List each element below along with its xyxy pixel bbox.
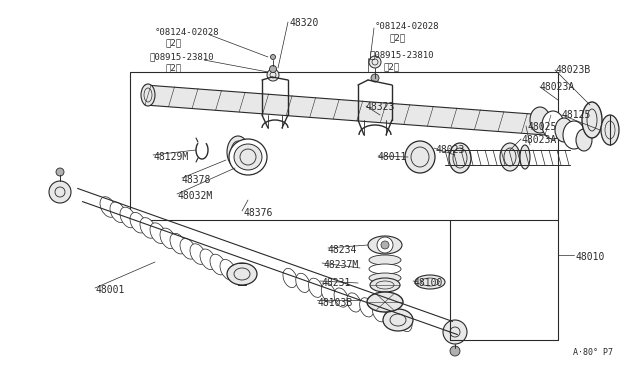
Text: 48129M: 48129M: [153, 152, 188, 162]
Circle shape: [450, 346, 460, 356]
Ellipse shape: [576, 129, 592, 151]
Ellipse shape: [170, 233, 186, 254]
Ellipse shape: [130, 212, 146, 233]
Circle shape: [443, 320, 467, 344]
Ellipse shape: [601, 115, 619, 145]
Ellipse shape: [360, 298, 374, 317]
Text: 48320: 48320: [290, 18, 319, 28]
Circle shape: [381, 241, 389, 249]
Ellipse shape: [227, 263, 257, 285]
Ellipse shape: [347, 293, 361, 312]
Circle shape: [371, 74, 379, 82]
Circle shape: [377, 237, 393, 253]
Text: 48125: 48125: [562, 110, 591, 120]
Text: （2）: （2）: [384, 62, 400, 71]
Ellipse shape: [150, 223, 166, 243]
Text: 48237M: 48237M: [323, 260, 358, 270]
Text: A·80° P7: A·80° P7: [573, 348, 613, 357]
Ellipse shape: [110, 202, 126, 222]
Text: 48376: 48376: [243, 208, 273, 218]
Circle shape: [267, 69, 279, 81]
Ellipse shape: [368, 236, 402, 254]
Ellipse shape: [383, 309, 413, 331]
Ellipse shape: [369, 264, 401, 274]
Text: 48103B: 48103B: [318, 298, 353, 308]
Text: 48010: 48010: [575, 252, 604, 262]
Ellipse shape: [283, 268, 297, 288]
Text: °08124-02028: °08124-02028: [375, 22, 440, 31]
Ellipse shape: [520, 145, 530, 169]
Text: 48023B: 48023B: [555, 65, 590, 75]
Ellipse shape: [100, 197, 116, 217]
Ellipse shape: [220, 259, 236, 280]
Text: 48032M: 48032M: [178, 191, 213, 201]
Text: 48023A: 48023A: [522, 135, 557, 145]
Ellipse shape: [200, 249, 216, 270]
Ellipse shape: [367, 292, 403, 312]
Ellipse shape: [530, 107, 550, 133]
Polygon shape: [145, 85, 545, 135]
Ellipse shape: [542, 111, 564, 139]
Ellipse shape: [227, 136, 249, 168]
Text: 48023: 48023: [435, 145, 465, 155]
Text: （2）: （2）: [165, 63, 181, 72]
Ellipse shape: [385, 308, 399, 327]
Ellipse shape: [405, 141, 435, 173]
Ellipse shape: [370, 278, 400, 292]
Ellipse shape: [449, 143, 471, 173]
Ellipse shape: [555, 118, 573, 142]
Ellipse shape: [563, 121, 585, 149]
Ellipse shape: [210, 254, 226, 275]
Text: 48231: 48231: [321, 278, 350, 288]
Text: Ⓥ08915-23810: Ⓥ08915-23810: [149, 52, 214, 61]
Ellipse shape: [229, 139, 267, 175]
Ellipse shape: [180, 238, 196, 259]
Ellipse shape: [296, 273, 310, 292]
Circle shape: [56, 168, 64, 176]
Ellipse shape: [415, 275, 445, 289]
Ellipse shape: [120, 207, 136, 228]
Ellipse shape: [369, 273, 401, 283]
Ellipse shape: [500, 143, 520, 171]
Text: 48025: 48025: [527, 122, 556, 132]
Circle shape: [49, 181, 71, 203]
Ellipse shape: [140, 218, 156, 238]
Text: 48323: 48323: [366, 102, 396, 112]
Bar: [130, 72, 558, 220]
Ellipse shape: [369, 255, 401, 265]
Ellipse shape: [160, 228, 176, 249]
Text: 48378: 48378: [182, 175, 211, 185]
Ellipse shape: [582, 102, 602, 138]
Text: °08124-02028: °08124-02028: [155, 28, 220, 37]
Text: （2）: （2）: [165, 38, 181, 47]
Ellipse shape: [141, 84, 155, 106]
Text: 48100: 48100: [413, 278, 442, 288]
Text: 48234: 48234: [328, 245, 357, 255]
Text: 48001: 48001: [95, 285, 124, 295]
Text: Ⓧ08915-23810: Ⓧ08915-23810: [369, 50, 433, 59]
Circle shape: [269, 65, 276, 73]
Circle shape: [369, 56, 381, 68]
Circle shape: [271, 55, 275, 60]
Ellipse shape: [334, 288, 348, 307]
Text: 48011: 48011: [378, 152, 408, 162]
Ellipse shape: [372, 302, 387, 322]
Text: （2）: （2）: [390, 33, 406, 42]
Text: 48023A: 48023A: [540, 82, 575, 92]
Ellipse shape: [308, 278, 323, 297]
Ellipse shape: [230, 265, 246, 285]
Ellipse shape: [234, 144, 262, 170]
Ellipse shape: [321, 283, 335, 302]
Ellipse shape: [398, 312, 412, 331]
Ellipse shape: [190, 244, 206, 264]
